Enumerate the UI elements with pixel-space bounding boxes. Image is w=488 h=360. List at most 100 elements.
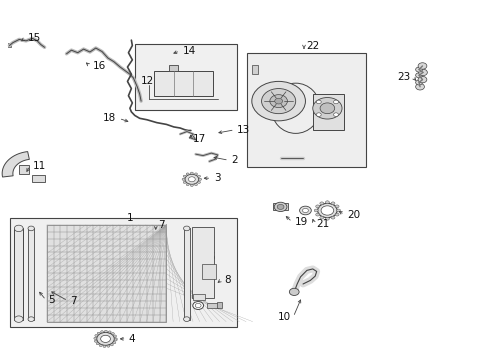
Circle shape bbox=[417, 63, 426, 69]
Text: 5: 5 bbox=[48, 295, 55, 305]
Circle shape bbox=[28, 226, 34, 231]
Circle shape bbox=[28, 317, 34, 321]
Circle shape bbox=[107, 345, 110, 347]
Bar bbox=[14, 228, 23, 320]
Bar bbox=[28, 228, 34, 320]
Bar bbox=[272, 203, 288, 211]
Circle shape bbox=[334, 213, 338, 216]
Circle shape bbox=[183, 181, 186, 183]
Bar bbox=[10, 218, 237, 327]
Circle shape bbox=[269, 95, 287, 108]
Circle shape bbox=[113, 335, 116, 337]
Circle shape bbox=[319, 216, 323, 219]
Circle shape bbox=[97, 332, 114, 345]
Circle shape bbox=[261, 89, 295, 114]
Circle shape bbox=[188, 177, 195, 182]
Circle shape bbox=[197, 181, 200, 183]
Text: 7: 7 bbox=[158, 220, 164, 230]
Circle shape bbox=[312, 98, 341, 119]
Bar bbox=[312, 94, 344, 130]
Bar bbox=[135, 44, 237, 110]
Circle shape bbox=[334, 205, 338, 208]
Circle shape bbox=[415, 73, 422, 78]
Bar bbox=[217, 302, 222, 309]
Circle shape bbox=[95, 334, 98, 337]
Circle shape bbox=[184, 174, 198, 184]
Circle shape bbox=[333, 113, 338, 116]
Circle shape bbox=[195, 303, 201, 308]
Circle shape bbox=[186, 173, 189, 175]
Bar bbox=[32, 175, 44, 182]
Circle shape bbox=[94, 337, 97, 339]
Text: 19: 19 bbox=[294, 217, 307, 227]
Circle shape bbox=[336, 209, 340, 212]
Text: 22: 22 bbox=[306, 41, 319, 50]
Circle shape bbox=[417, 76, 426, 83]
Circle shape bbox=[330, 216, 334, 219]
Text: 1: 1 bbox=[126, 213, 133, 222]
Circle shape bbox=[316, 113, 321, 116]
Circle shape bbox=[315, 213, 319, 216]
Circle shape bbox=[333, 100, 338, 104]
Circle shape bbox=[114, 339, 117, 341]
Bar bbox=[154, 71, 212, 96]
Circle shape bbox=[302, 208, 308, 213]
Circle shape bbox=[101, 335, 110, 342]
Circle shape bbox=[14, 225, 23, 231]
Bar bbox=[246, 53, 366, 167]
Circle shape bbox=[111, 333, 114, 335]
Text: 18: 18 bbox=[103, 113, 116, 123]
Text: 3: 3 bbox=[213, 173, 220, 183]
Bar bbox=[47, 225, 166, 321]
Text: 12: 12 bbox=[141, 76, 154, 86]
Text: 17: 17 bbox=[193, 134, 206, 144]
Circle shape bbox=[97, 332, 100, 334]
Text: 10: 10 bbox=[277, 312, 290, 322]
Polygon shape bbox=[2, 152, 29, 177]
Bar bbox=[202, 264, 215, 279]
Text: 11: 11 bbox=[32, 161, 45, 171]
Circle shape bbox=[108, 331, 111, 333]
Circle shape bbox=[415, 84, 424, 90]
Circle shape bbox=[94, 340, 97, 342]
Circle shape bbox=[314, 209, 318, 212]
Circle shape bbox=[274, 202, 286, 212]
Text: 21: 21 bbox=[316, 219, 329, 229]
Circle shape bbox=[190, 172, 193, 174]
Circle shape bbox=[182, 178, 184, 180]
Text: 23: 23 bbox=[396, 72, 409, 82]
Bar bbox=[191, 226, 213, 298]
Circle shape bbox=[325, 201, 329, 204]
Text: 15: 15 bbox=[27, 33, 41, 43]
Circle shape bbox=[194, 184, 197, 186]
Circle shape bbox=[192, 302, 203, 310]
Circle shape bbox=[277, 204, 284, 210]
Bar bbox=[168, 65, 177, 71]
Circle shape bbox=[194, 173, 197, 175]
Circle shape bbox=[321, 206, 333, 215]
Text: 9: 9 bbox=[205, 278, 212, 288]
Text: 20: 20 bbox=[346, 210, 359, 220]
Circle shape bbox=[190, 184, 193, 186]
Text: 16: 16 bbox=[92, 61, 105, 71]
Bar bbox=[207, 303, 218, 308]
Circle shape bbox=[415, 67, 422, 72]
Circle shape bbox=[330, 202, 334, 205]
Circle shape bbox=[183, 317, 189, 321]
Text: 2: 2 bbox=[231, 155, 238, 165]
Circle shape bbox=[186, 184, 189, 186]
Text: 14: 14 bbox=[182, 46, 195, 56]
Circle shape bbox=[183, 226, 189, 231]
Circle shape bbox=[319, 202, 323, 205]
Circle shape bbox=[320, 103, 334, 114]
Circle shape bbox=[198, 178, 201, 180]
Text: 13: 13 bbox=[237, 125, 250, 135]
Circle shape bbox=[14, 316, 23, 322]
Circle shape bbox=[415, 80, 422, 85]
Bar bbox=[193, 294, 205, 300]
Circle shape bbox=[418, 69, 427, 76]
Circle shape bbox=[113, 342, 116, 344]
Circle shape bbox=[299, 206, 311, 215]
Circle shape bbox=[325, 217, 329, 220]
Bar bbox=[7, 43, 11, 47]
